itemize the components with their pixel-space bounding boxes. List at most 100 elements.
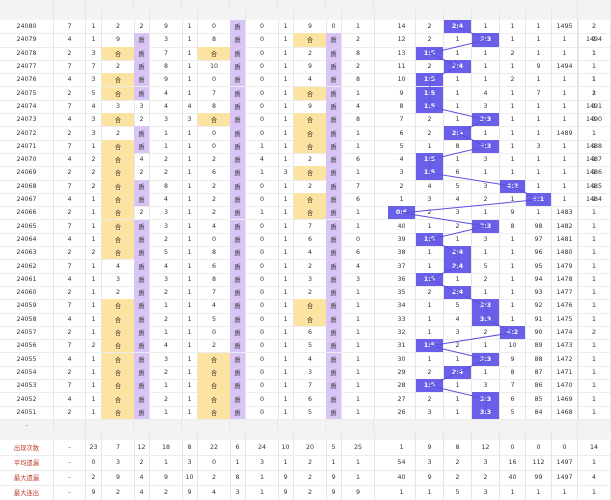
header-he <box>294 10 327 20</box>
stats-digit: 7 <box>102 440 135 455</box>
ratio-cell: 2 <box>388 179 416 193</box>
ratio-cell: 1 <box>472 166 500 180</box>
ratio-cell: 7 <box>500 379 526 393</box>
table-row[interactable]: 24052 4 1 合质 2 1 合质 0 1 6 质 1 27 2 1 3:3 6 85 1469 1 <box>0 392 611 407</box>
issue-number[interactable]: 24063 <box>0 246 54 260</box>
digit-cell: 质 <box>134 219 150 233</box>
issue-number[interactable]: 24078 <box>0 46 54 60</box>
issue-number[interactable]: 24057 <box>0 325 54 340</box>
issue-number[interactable]: 24073 <box>0 113 54 127</box>
issue-number[interactable]: 24065 <box>0 219 54 233</box>
table-row[interactable]: 24066 2 1 合 2 3 1 2 质 1 1 合质 1 0:6 2 3 1 9 1 1483 1 <box>0 206 611 221</box>
digit-cell: 4 <box>294 352 327 366</box>
table-row[interactable]: 24053 7 1 合质 1 1 合质 0 1 7 质 1 28 1:5 1 3 7 86 1470 1 <box>0 379 611 394</box>
table-row[interactable]: 24068 7 2 合质 8 1 2 质 0 1 2 质 7 2 4 5 3 4:2 1 1 1485 1 <box>0 179 611 194</box>
issue-number[interactable]: 24072 <box>0 126 54 140</box>
issue-number[interactable]: 24079 <box>0 33 54 47</box>
issue-number[interactable]: 24074 <box>0 99 54 114</box>
table-row[interactable]: 24077 7 7 2 质 8 1 10 质 0 1 9 质 2 11 2 2:4 1 1 9 1494 1 <box>0 59 611 75</box>
table-row[interactable]: 24074 7 4 3 3 4 4 8 质 0 1 9 质 4 8 1:5 1 3 1 1 1 1491 1 <box>0 99 611 115</box>
table-row[interactable]: 24054 2 1 合质 2 1 合质 0 1 3 质 1 29 2 2:4 1 8 87 1471 1 <box>0 365 611 381</box>
table-row[interactable]: 24076 4 3 合质 9 1 0 质 0 1 4 质 8 10 1:5 1 1 2 1 1 1 1 <box>0 73 611 88</box>
header-qihao[interactable] <box>0 0 54 10</box>
stats-digit: 9 <box>278 485 294 500</box>
table-row[interactable]: 24073 4 3 合 2 3 3 合质 0 1 合质 8 7 2 1 3:3 1 1 1 1490 1 <box>0 113 611 128</box>
table-row[interactable]: 24063 2 2 合质 5 1 8 质 0 1 4 质 6 38 1 2:4 1 1 96 1480 1 <box>0 246 611 261</box>
issue-number[interactable]: 24055 <box>0 352 54 366</box>
digit-cell: 合 <box>102 379 135 393</box>
table-row[interactable]: 24062 7 1 4 质 4 1 6 质 0 1 2 质 4 37 1 2:4 5 1 95 1479 1 <box>0 259 611 274</box>
issue-number[interactable]: 24080 <box>0 20 54 34</box>
issue-number[interactable]: 24053 <box>0 379 54 393</box>
header-blank <box>54 10 86 20</box>
table-row[interactable]: 24055 4 1 合质 3 1 合质 0 1 4 质 1 30 1 1 3:3 9 88 1472 1 <box>0 352 611 367</box>
issue-number[interactable]: 24059 <box>0 299 54 313</box>
table-row[interactable]: 24056 7 2 合质 4 1 2 质 0 1 5 质 1 31 1:5 2 1 10 89 1473 1 <box>0 339 611 354</box>
issue-number[interactable]: 24077 <box>0 59 54 74</box>
digit-cell: 合 <box>102 86 135 100</box>
table-row[interactable]: 24064 4 1 合质 2 1 0 质 0 1 6 质 0 39 1:5 1 3 1 97 1481 1 <box>0 232 611 248</box>
table-row[interactable]: 24069 2 2 合 2 2 1 6 质 1 3 合质 1 3 1:5 6 1 1 1 1 1486 1 <box>0 166 611 181</box>
digit-cell: 1 <box>278 20 294 34</box>
table-row[interactable]: 24075 2 5 合质 4 1 7 质 0 1 合质 1 9 1:5 1 4 1 7 1 1 2 <box>0 86 611 101</box>
table-row[interactable]: 24067 4 1 合质 4 1 2 质 0 1 合质 6 1 3 4 2 1 5:1 1 1484 1 <box>0 192 611 208</box>
table-row[interactable]: 24051 2 1 合质 1 1 合质 0 1 5 质 1 26 3 1 3:3 5 84 1468 1 <box>0 405 611 420</box>
table-row[interactable]: 24078 2 3 合质 7 1 合质 0 1 2 质 8 13 1:5 1 1 2 1 1 1 1 <box>0 46 611 61</box>
ratio-cell: 1473 <box>552 339 578 353</box>
issue-number[interactable]: 24066 <box>0 206 54 220</box>
table-row[interactable]: 24071 7 1 合质 1 1 0 质 1 1 合质 1 5 1 8 3:3 1 3 1 1488 1 <box>0 139 611 154</box>
ratio-cell: 2 <box>416 59 444 74</box>
header-row-top <box>0 0 611 10</box>
issue-number[interactable]: 24070 <box>0 153 54 167</box>
table-row[interactable]: 24065 7 1 合质 3 1 4 质 0 1 7 质 1 40 1 2 3:3 8 98 1482 1 <box>0 219 611 234</box>
table-row[interactable]: 24079 4 1 9 质 3 1 8 质 0 1 合质 2 12 2 1 3:3 1 1 1 1494 1 <box>0 33 611 48</box>
footer-ratio-4 <box>500 430 526 440</box>
table-row[interactable]: 24080 7 1 2 2 9 1 0 质 0 1 9 0 1 14 2 2:4 1 1 1 1495 2 <box>0 20 611 35</box>
sort-icon[interactable] <box>0 10 54 20</box>
spacer <box>578 299 579 313</box>
table-row[interactable]: 24072 2 3 2 质 1 1 0 质 0 1 合质 1 6 2 2:4 1 1 1 1489 1 <box>0 126 611 141</box>
issue-number[interactable]: 24067 <box>0 192 54 207</box>
table-row[interactable]: 24058 4 1 合质 2 1 5 质 0 1 合质 1 33 1 4 3:3 1 91 1475 1 <box>0 312 611 327</box>
digit-cell: 2 <box>86 246 102 260</box>
table-row[interactable]: 24070 4 2 合 4 2 1 2 质 4 1 2 质 6 4 1:5 1 3 1 1 1 1487 1 <box>0 153 611 168</box>
stats-label: 出现次数 <box>0 440 54 455</box>
issue-number[interactable]: 24068 <box>0 179 54 193</box>
digit-cell: 质 <box>134 46 150 60</box>
issue-number[interactable]: 24058 <box>0 312 54 326</box>
issue-number[interactable]: 24056 <box>0 339 54 353</box>
blue-ball-value: 1 <box>578 259 611 273</box>
issue-number[interactable]: 24052 <box>0 392 54 406</box>
issue-number[interactable]: 24069 <box>0 166 54 180</box>
header-zhi <box>134 10 150 20</box>
ratio-cell: 2 <box>416 126 444 140</box>
ratio-cell: 6 <box>444 166 472 180</box>
issue-number[interactable]: 24051 <box>0 405 54 419</box>
ratio-cell: 9 <box>500 206 526 220</box>
issue-number[interactable]: 24060 <box>0 286 54 300</box>
issue-number[interactable]: 24062 <box>0 259 54 273</box>
digit-cell: 质 <box>326 219 342 233</box>
digit-cell: 1 <box>86 365 102 380</box>
stats-digit: 1 <box>342 470 375 485</box>
digit-cell: 2 <box>294 153 327 167</box>
ratio-cell: 3 <box>472 153 500 167</box>
issue-number[interactable]: 24075 <box>0 86 54 100</box>
table-row[interactable]: 24057 2 1 合质 1 1 0 质 0 1 6 质 1 32 1 3 2 4:2 90 1474 2 <box>0 325 611 341</box>
issue-number[interactable]: 24054 <box>0 365 54 380</box>
table-row[interactable]: 24060 2 1 2 质 2 1 7 质 0 1 2 质 1 35 2 2:4 1 1 93 1477 1 <box>0 286 611 301</box>
stats-ratio: 3 <box>416 455 444 470</box>
issue-number[interactable]: 24061 <box>0 272 54 286</box>
header-he <box>102 10 135 20</box>
table-row[interactable]: 24061 4 1 3 质 3 1 8 质 0 1 3 质 3 36 1:5 1 2 1 94 1478 1 <box>0 272 611 287</box>
issue-number[interactable]: 24064 <box>0 232 54 247</box>
table-row[interactable]: 24059 7 1 合质 1 1 4 质 0 1 合质 1 34 1 5 3:3 1 92 1476 1 <box>0 299 611 314</box>
stats-digit: 8 <box>182 440 198 455</box>
ratio-cell: 1:5 <box>416 232 444 247</box>
issue-number[interactable]: 24071 <box>0 139 54 153</box>
digit-cell: 2 <box>198 179 231 193</box>
ratio-cell: 1 <box>444 46 472 60</box>
issue-number[interactable]: 24076 <box>0 73 54 87</box>
ratio-cell: 1 <box>500 99 526 114</box>
